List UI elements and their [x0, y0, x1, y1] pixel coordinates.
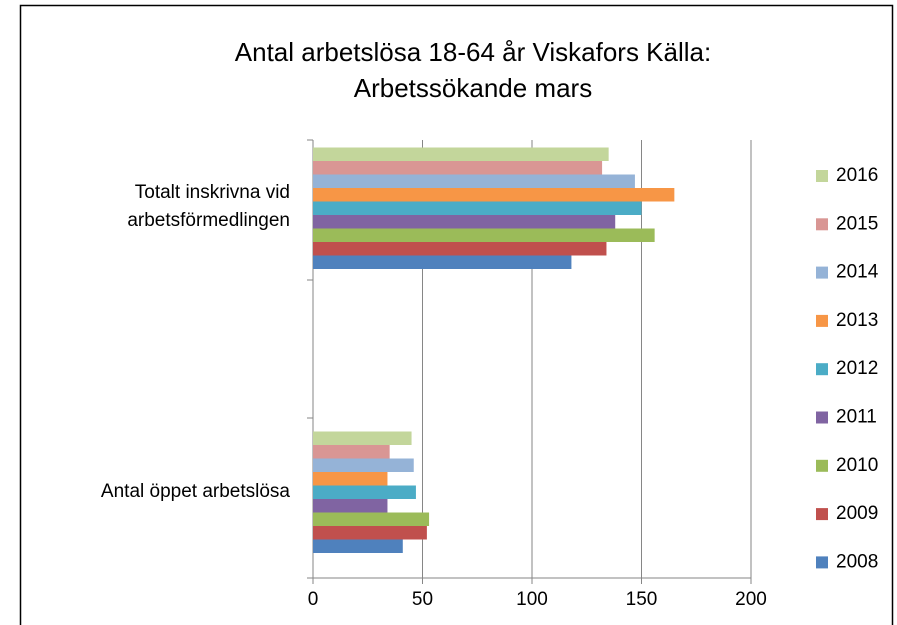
bar [313, 512, 430, 526]
bar [313, 539, 403, 553]
bar [313, 431, 412, 445]
x-tick-label: 0 [308, 589, 319, 610]
chart-title: Antal arbetslösa 18-64 år Viskafors Käll… [234, 37, 712, 103]
y-tick-label: Antal öppet arbetslösa [100, 481, 290, 502]
bar [313, 147, 609, 161]
legend-swatch [816, 266, 828, 279]
legend-swatch [816, 218, 828, 231]
bar [313, 458, 414, 472]
x-tick-label: 100 [516, 589, 548, 610]
legend-label: 2010 [836, 455, 878, 476]
legend-label: 2012 [836, 358, 878, 379]
legend-swatch [816, 508, 828, 521]
bar [313, 188, 675, 202]
legend-label: 2008 [836, 551, 878, 572]
legend-label: 2016 [836, 165, 878, 186]
legend-label: 2015 [836, 213, 878, 234]
legend-swatch [816, 314, 828, 327]
x-tick-label: 200 [735, 589, 767, 610]
bar [313, 242, 607, 256]
legend-swatch [816, 411, 828, 424]
bar [313, 499, 388, 513]
x-tick-label: 150 [626, 589, 658, 610]
legend-swatch [816, 459, 828, 472]
legend-label: 2009 [836, 503, 878, 524]
legend-swatch [816, 363, 828, 376]
bar [313, 526, 427, 540]
bar [313, 472, 388, 486]
bar [313, 255, 572, 269]
bar [313, 485, 416, 499]
legend-label: 2013 [836, 310, 878, 331]
bar [313, 201, 642, 215]
bar [313, 445, 390, 459]
bar [313, 228, 655, 242]
x-tick-label: 50 [412, 589, 433, 610]
legend-swatch [816, 556, 828, 569]
bar [313, 174, 635, 188]
chart-border [19, 4, 894, 625]
legend-label: 2011 [836, 407, 877, 428]
legend-swatch [816, 170, 828, 182]
bar [313, 161, 603, 175]
y-tick-label: Totalt inskrivna vid arbetsförmedlingen [127, 182, 290, 231]
bar [313, 215, 616, 229]
legend-label: 2014 [836, 262, 879, 283]
